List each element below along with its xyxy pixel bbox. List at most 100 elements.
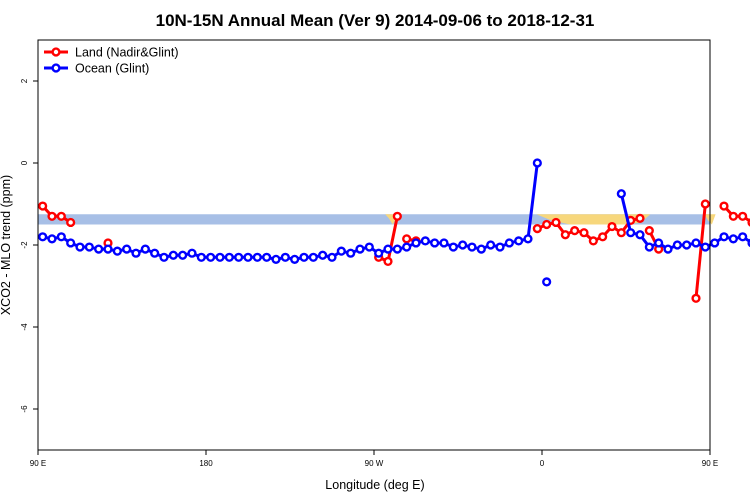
ocean-point [710,238,720,248]
land-point [616,228,626,238]
plot-area [38,158,750,303]
legend: Land (Nadir&Glint) Ocean (Glint) [44,46,179,76]
legend-land-label: Land (Nadir&Glint) [75,46,179,60]
ocean-point [504,238,514,248]
land-point [402,234,412,244]
land-point [383,256,393,267]
ocean-point [616,189,626,199]
x-tick-label: 90 E [702,459,718,468]
plot-frame [37,39,711,451]
ocean-point [682,240,692,250]
ocean-point [467,242,477,252]
land-point [570,226,580,236]
ocean-point [402,242,412,252]
ocean-point [514,236,524,246]
ocean-point [626,228,636,238]
ocean-point [532,158,542,168]
ocean-point [271,254,281,264]
ocean-point [700,242,710,252]
ocean-point [112,246,122,256]
land-point [542,219,552,230]
ocean-point [299,252,309,262]
ocean-point [644,242,654,252]
ocean-point [663,244,673,254]
ocean-point [411,238,421,248]
ocean-point [56,232,66,242]
ocean-point [252,252,262,262]
ocean-point [523,234,533,244]
ocean-point [206,252,216,262]
ocean-series-line [619,193,750,251]
ocean-point [243,252,253,262]
ocean-point [122,244,132,254]
ocean-point [430,238,440,248]
y-tick-label: -4 [20,323,29,331]
land-band [38,214,710,225]
ocean-point [262,252,272,262]
land-point [598,232,608,242]
ocean-point [392,244,402,254]
ocean-point [66,238,76,248]
ocean-point [691,238,701,248]
ocean-point [495,242,505,252]
ocean-series [38,158,750,287]
land-point [691,293,701,303]
land-series-line [722,205,750,223]
ocean-point [196,252,206,262]
ocean-point [542,277,552,287]
land-point [38,201,48,211]
legend-land-marker [51,47,61,57]
ocean-point [84,242,94,252]
y-axis: 2 0 -2 -4 -6 [20,78,38,413]
ocean-point [103,244,113,254]
ocean-point [364,242,374,252]
land-point [700,199,710,209]
y-tick-label: -2 [20,241,29,249]
ocean-point [738,232,748,242]
land-series [38,199,750,303]
ocean-point [420,236,430,246]
ocean-point [374,248,384,258]
y-tick-label: 2 [20,78,29,83]
x-tick-label: 90 W [365,459,384,468]
ocean-point [150,248,160,258]
land-point [56,211,66,221]
y-tick-label: 0 [20,160,29,165]
ocean-point [672,240,682,250]
land-point [66,217,76,228]
land-point [644,226,654,236]
ocean-point [159,252,169,262]
ocean-point [654,238,664,248]
ocean-point [290,254,300,264]
x-axis: 90 E 180 90 W 0 90 E [30,450,718,468]
ocean-point [383,244,393,254]
ocean-point [327,252,337,262]
chart-title: 10N-15N Annual Mean (Ver 9) 2014-09-06 t… [156,11,595,30]
ocean-point [215,252,225,262]
ocean-point [187,248,197,258]
ocean-point [476,244,486,254]
x-tick-label: 180 [199,459,213,468]
land-point [392,211,402,221]
land-point [728,211,738,221]
land-point [560,230,570,240]
ocean-point [728,234,738,244]
ocean-point [346,248,356,258]
ocean-point [280,252,290,262]
y-tick-label: -6 [20,405,29,413]
x-axis-label: Longitude (deg E) [325,478,424,492]
ocean-point [308,252,318,262]
ocean-point [47,234,57,244]
ocean-point [168,250,178,260]
land-point [635,213,645,223]
ocean-point [318,250,328,260]
ocean-point [38,232,48,242]
ocean-point [448,242,458,252]
ocean-point [355,244,365,254]
y-axis-label: XCO2 - MLO trend (ppm) [0,175,13,315]
ocean-point [178,250,188,260]
ocean-point [458,240,468,250]
land-point [738,211,748,221]
land-point [588,236,598,246]
